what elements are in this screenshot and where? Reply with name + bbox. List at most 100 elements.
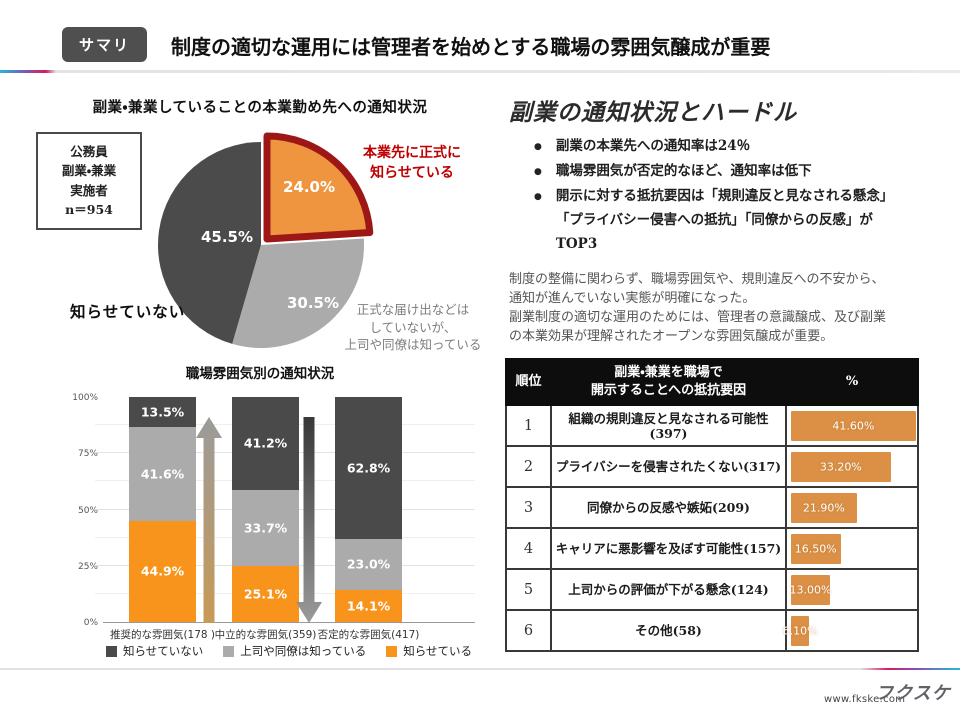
bar-legend: 知らせていない 上司や同僚は知っている 知らせている (103, 643, 475, 659)
legend-item: 知らせていない (106, 643, 203, 659)
pie-value-formal: 24.0% (283, 178, 335, 196)
factor-cell: プライバシーを侵害されたくない(317) (550, 445, 787, 488)
pie-slice-formal-highlighted (263, 132, 374, 243)
table-row: 3 同僚からの反感や嫉妬(209) 21.90% (505, 486, 919, 529)
slide-title: 制度の適切な運用には管理者を始めとする職場の雰囲気醸成が重要 (171, 35, 771, 59)
pie-label-informal: 正式な届け出などは していないが、 上司や同僚は知っている (344, 302, 482, 352)
bar-category-label: 中立的な雰囲気(359) (214, 629, 317, 641)
percent-value: 13.00% (789, 583, 832, 596)
pie-value-not-notified: 45.5% (201, 228, 253, 246)
summary-badge: サマリ (62, 27, 147, 62)
legend-label: 知らせている (403, 644, 472, 658)
sample-size-box: 公務員 副業・兼業 実施者 n＝954 (36, 132, 142, 230)
resistance-factor-table: 順位 副業・兼業を職場で 開示することへの抵抗要因 % 1 組織の規則違反と見なさ… (505, 358, 919, 652)
pie-label-not-notified: 知らせていない (70, 302, 186, 321)
bullet-text: 職場雰囲気が否定的なほど、通知率は低下 (555, 163, 812, 179)
percent-cell: 13.00% (785, 568, 919, 611)
bar-segment: 44.9% (129, 520, 196, 622)
factor-cell: 組織の規則違反と見なされる可能性(397) (550, 404, 787, 447)
company-logo: フクスケ (873, 683, 955, 704)
percent-bar: 6.10% (783, 615, 818, 646)
stacked-bar-1: 25.1% 33.7% 41.2% (232, 397, 299, 622)
stacked-bar-2: 14.1% 23.0% 62.8% (335, 397, 402, 622)
bar-segment-value: 13.5% (140, 404, 185, 420)
percent-cell: 6.10% (783, 609, 919, 652)
percent-bar: 41.60% (791, 410, 916, 441)
header-factor: 副業・兼業を職場で 開示することへの抵抗要因 (550, 358, 787, 406)
bar-segment-value: 14.1% (346, 598, 391, 614)
factor-cell: その他(58) (550, 609, 787, 652)
percent-bar: 13.00% (789, 574, 832, 605)
table-row: 2 プライバシーを侵害されたくない(317) 33.20% (505, 445, 919, 488)
resistance-table-body: 1 組織の規則違反と見なされる可能性(397) 41.60% 2 プライバシーを侵害され… (505, 404, 919, 652)
percent-bar: 33.20% (791, 451, 891, 482)
bar-segment: 14.1% (335, 590, 402, 622)
legend-item: 知らせている (386, 643, 472, 659)
bullet-text: 開示に対する抵抗要因は「規則違反と見なされる懸念」 「プライバシー侵害への抵抗」… (555, 188, 894, 252)
percent-value: 33.20% (819, 460, 862, 473)
bullet-icon: ● (534, 142, 542, 152)
pie-slice-informal (232, 238, 365, 349)
legend-item: 上司や同僚は知っている (223, 643, 366, 659)
bar-segment: 33.7% (232, 489, 299, 566)
bar-category-label: 否定的な雰囲気(417) (317, 629, 420, 641)
legend-swatch (223, 645, 235, 657)
bar-segment: 41.6% (129, 427, 196, 521)
bar-categories: 推奨的な雰囲気(178 ) 中立的な雰囲気(359) 否定的な雰囲気(417) (103, 627, 475, 641)
summary-bullets: ● 副業の本業先への通知率は24％ ● 職場雰囲気が否定的なほど、通知率は低下 ● 開示に… (534, 134, 944, 256)
rank-cell: 3 (505, 486, 552, 529)
notification-pie-chart: 45.5% 24.0% 30.5% (157, 132, 374, 349)
rank-cell: 5 (505, 568, 552, 611)
bullet-icon: ● (534, 167, 542, 177)
factor-cell: 同僚からの反感や嫉妬(209) (550, 486, 787, 529)
bar-chart-title: 職場雰囲気別の通知状況 (185, 366, 335, 382)
table-header-row: 順位 副業・兼業を職場で 開示することへの抵抗要因 % (505, 358, 919, 406)
factor-cell: キャリアに悪影響を及ぼす可能性(157) (550, 527, 787, 570)
bar-segment-value: 44.9% (140, 563, 185, 579)
header-percent: % (785, 358, 919, 406)
y-axis-tick: 0% (83, 618, 98, 628)
legend-label: 知らせていない (123, 644, 204, 658)
table-row: 5 上司からの評価が下がる懸念(124) 13.00% (505, 568, 919, 611)
bar-segment-value: 23.0% (346, 556, 391, 572)
percent-cell: 16.50% (785, 527, 919, 570)
bar-segment: 41.2% (232, 397, 299, 490)
percent-value: 41.60% (832, 419, 875, 432)
percent-bar: 21.90% (791, 492, 857, 523)
percent-value: 6.10% (782, 624, 818, 637)
bottom-divider (0, 668, 960, 670)
bullet-item: ● 開示に対する抵抗要因は「規則違反と見なされる懸念」 「プライバシー侵害への抵抗… (534, 184, 944, 256)
top-divider (0, 70, 960, 73)
footer-url: www.fkske.com (824, 694, 906, 705)
pie-callout-formal: 本業先に正式に 知らせている (363, 145, 461, 182)
stacked-bar-plot: 44.9% 41.6% 13.5% 25.1% 33.7% 41.2% 14.1% 23.0%… (95, 397, 475, 623)
pie-slices (157, 132, 374, 349)
factor-cell: 上司からの評価が下がる懸念(124) (550, 568, 787, 611)
y-axis-tick: 100% (72, 393, 98, 403)
section-heading: 副業の通知状況とハードル (509, 99, 797, 126)
legend-swatch (386, 645, 398, 657)
increase-arrow-icon (196, 417, 222, 623)
percent-cell: 41.60% (785, 404, 919, 447)
pie-slice-not-notified (157, 142, 261, 344)
bar-segment-value: 62.8% (346, 460, 391, 476)
stacked-bar-0: 44.9% 41.6% 13.5% (129, 397, 196, 622)
table-row: 1 組織の規則違反と見なされる可能性(397) 41.60% (505, 404, 919, 447)
table-row: 4 キャリアに悪影響を及ぼす可能性(157) 16.50% (505, 527, 919, 570)
percent-value: 16.50% (794, 542, 837, 555)
bar-segment: 23.0% (335, 538, 402, 591)
summary-paragraph: 制度の整備に関わらず、職場雰囲気や、規則違反への不安から、 通知が進んでいない実… (509, 272, 887, 344)
percent-value: 21.90% (802, 501, 845, 514)
percent-bar: 16.50% (791, 533, 841, 564)
rank-cell: 4 (505, 527, 552, 570)
bar-segment-value: 41.6% (140, 466, 185, 482)
bar-segment: 25.1% (232, 565, 299, 622)
bullet-item: ● 副業の本業先への通知率は24％ (534, 134, 944, 159)
y-axis-tick: 75% (77, 449, 98, 460)
rank-cell: 1 (505, 404, 552, 447)
bar-yticks: 100% 75% 50% 25% 0% (50, 393, 98, 628)
table-row: 6 その他(58) 6.10% (505, 609, 919, 652)
legend-swatch (106, 645, 117, 657)
rank-cell: 2 (505, 445, 552, 488)
